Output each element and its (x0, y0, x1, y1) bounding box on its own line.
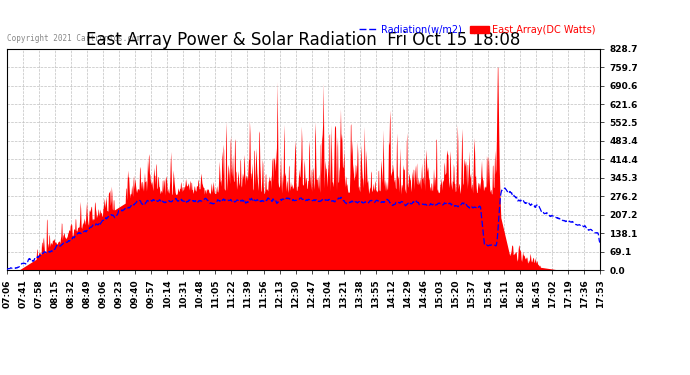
Title: East Array Power & Solar Radiation  Fri Oct 15 18:08: East Array Power & Solar Radiation Fri O… (86, 31, 521, 49)
Text: Copyright 2021 Cartronics.com: Copyright 2021 Cartronics.com (7, 34, 141, 43)
Legend: Radiation(w/m2), East Array(DC Watts): Radiation(w/m2), East Array(DC Watts) (359, 25, 595, 35)
